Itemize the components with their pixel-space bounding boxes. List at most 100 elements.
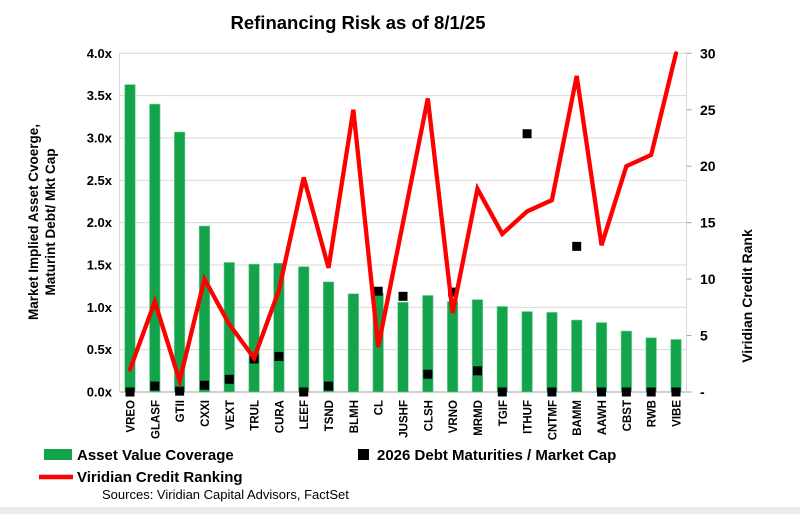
x-label-CXXI: CXXI (200, 400, 212, 427)
right-tick-label: - (700, 384, 705, 400)
square-GLASF (150, 381, 160, 391)
right-tick-label: 30 (700, 45, 716, 61)
left-tick-label: 0.5x (87, 342, 113, 357)
left-tick-label: 3.0x (87, 130, 113, 145)
x-label-GLASF: GLASF (150, 400, 162, 439)
right-tick-label: 15 (700, 215, 716, 231)
x-label-RWB: RWB (647, 400, 659, 427)
bar-CBST (620, 330, 632, 393)
square-GTII (175, 386, 185, 396)
left-tick-label: 3.5x (87, 88, 113, 103)
bar-CURA (273, 262, 285, 393)
x-label-JUSHF: JUSHF (398, 400, 410, 438)
left-tick-label: 1.5x (87, 257, 113, 272)
square-LEEF (299, 387, 309, 397)
x-label-AAWH: AAWH (597, 400, 609, 435)
right-axis-title: Viridian Credit Rank (739, 229, 755, 363)
square-series (125, 129, 681, 397)
bar-BLMH (347, 293, 359, 393)
square-BAMM (572, 241, 582, 251)
left-axis-ticks: 0.0x 0.5x 1.0x 1.5x 2.0x 2.5x 3.0x 3.5x 4.0x (87, 46, 113, 400)
bar-TSND (322, 281, 335, 393)
x-label-CBST: CBST (622, 400, 634, 431)
x-label-CLSH: CLSH (423, 400, 435, 431)
left-axis-title-line1: Market Implied Asset Cvoerge, (26, 124, 41, 320)
bar-LEEF (298, 266, 310, 393)
legend-bar-label: Asset Value Coverage (77, 447, 234, 464)
square-CXXI (199, 380, 209, 390)
left-tick-label: 2.5x (87, 173, 113, 188)
credit-ranking-line (127, 51, 679, 389)
x-label-TSND: TSND (324, 400, 336, 431)
square-AAWH (597, 387, 607, 397)
chart-title: Refinancing Risk as of 8/1/25 (231, 12, 486, 33)
x-axis-labels: VREO GLASF GTII CXXI VEXT TRUL CURA LEEF TSND BLM… (126, 400, 684, 441)
bar-BAMM (571, 319, 583, 393)
window-bottom-edge (0, 507, 800, 514)
x-label-LEEF: LEEF (299, 400, 311, 429)
left-tick-label: 1.0x (87, 300, 113, 315)
left-tick-label: 4.0x (87, 46, 113, 61)
x-label-VEXT: VEXT (225, 400, 237, 430)
square-VIBE (671, 387, 681, 397)
bar-VIBE (670, 339, 682, 393)
x-label-GTII: GTII (175, 400, 187, 422)
left-tick-label: 0.0x (87, 385, 113, 400)
square-VREO (125, 387, 135, 397)
square-JUSHF (398, 291, 408, 301)
legend: Asset Value Coverage Viridian Credit Ran… (39, 447, 616, 486)
square-VEXT (224, 374, 234, 384)
square-CURA (274, 351, 284, 361)
left-tick-label: 2.0x (87, 215, 113, 230)
bar-VRNO (447, 301, 459, 393)
x-label-VRNO: VRNO (448, 400, 460, 433)
source-note: Sources: Viridian Capital Advisors, Fact… (102, 487, 349, 502)
bar-TRUL (248, 263, 260, 393)
square-CNTMF (547, 387, 557, 397)
square-CL (373, 286, 383, 296)
bar-ITHUF (521, 311, 533, 393)
square-TGIF (497, 387, 507, 397)
right-tick-label: 20 (700, 158, 716, 174)
square-VRNO (448, 287, 458, 297)
bar-CLSH (422, 295, 434, 393)
x-label-CL: CL (374, 400, 386, 415)
bar-AAWH (595, 322, 608, 393)
legend-square-swatch (358, 449, 369, 460)
square-MRMD (472, 366, 482, 376)
bar-TGIF (496, 306, 508, 393)
right-tick-label: 5 (700, 328, 708, 344)
x-label-VIBE: VIBE (671, 400, 683, 427)
bar-VREO (124, 84, 136, 393)
left-axis-title-line2: Maturint Debt/ Mkt Cap (43, 149, 58, 296)
bar-JUSHF (397, 301, 409, 393)
line-series (127, 51, 679, 389)
x-label-TGIF: TGIF (498, 400, 510, 426)
square-CBST (621, 387, 631, 397)
bar-CXXI (198, 225, 211, 393)
square-CLSH (423, 369, 433, 379)
legend-bar-swatch (44, 449, 72, 460)
square-RWB (646, 387, 656, 397)
legend-line-label: Viridian Credit Ranking (77, 469, 243, 486)
x-label-TRUL: TRUL (250, 400, 262, 431)
bar-CNTMF (546, 312, 558, 393)
x-label-VREO: VREO (126, 400, 138, 433)
square-TSND (324, 381, 334, 391)
x-label-CURA: CURA (274, 400, 286, 433)
bar-MRMD (471, 299, 484, 393)
right-axis-ticks: - 5 10 15 20 25 30 (686, 45, 716, 400)
bar-series (124, 84, 682, 393)
x-label-BLMH: BLMH (349, 400, 361, 433)
x-label-MRMD: MRMD (473, 400, 485, 436)
bar-RWB (645, 337, 657, 393)
bar-GLASF (149, 103, 161, 393)
x-label-CNTMF: CNTMF (547, 400, 559, 440)
right-tick-label: 25 (700, 102, 716, 118)
legend-square-label: 2026 Debt Maturities / Market Cap (377, 447, 616, 464)
x-label-ITHUF: ITHUF (523, 400, 535, 434)
x-label-BAMM: BAMM (572, 400, 584, 436)
square-ITHUF (522, 129, 532, 139)
